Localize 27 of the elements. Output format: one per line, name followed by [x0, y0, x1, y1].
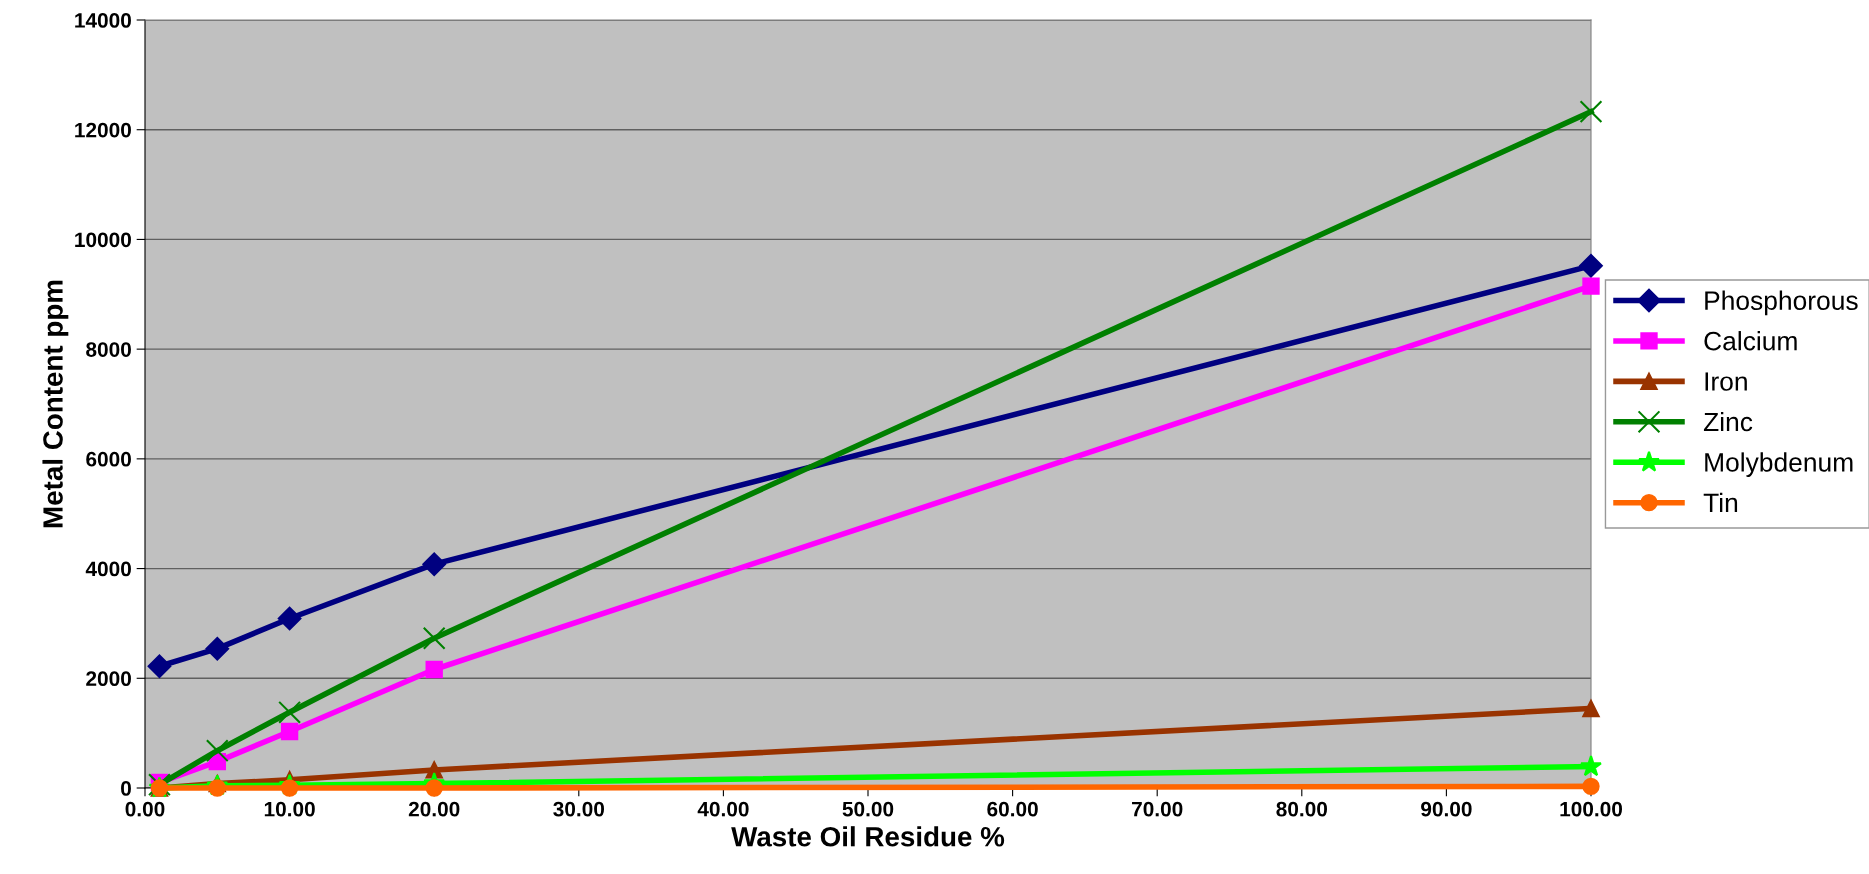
x-axis-title: Waste Oil Residue %	[731, 826, 1005, 847]
x-tick-label: 10.00	[264, 801, 315, 817]
y-tick-label: 0	[121, 781, 131, 796]
y-tick-label: 6000	[86, 451, 131, 467]
legend-label: Tin	[1703, 492, 1738, 512]
y-tick-label: 10000	[75, 232, 131, 248]
x-tick-label: 90.00	[1421, 801, 1472, 817]
x-tick-label: 0.00	[125, 801, 165, 817]
x-tick-label: 50.00	[842, 801, 894, 817]
legend-label: Zinc	[1703, 411, 1753, 432]
x-tick-label: 40.00	[697, 801, 749, 817]
x-tick-label: 60.00	[987, 801, 1038, 817]
x-tick-label: 20.00	[408, 801, 460, 817]
x-tick-label: 100.00	[1560, 801, 1623, 817]
y-tick-label: 8000	[86, 342, 131, 357]
y-tick-label: 14000	[75, 13, 131, 28]
y-tick-label: 4000	[85, 561, 131, 577]
legend-label: Iron	[1705, 372, 1747, 391]
y-axis-title: Metal Content ppm	[42, 280, 69, 528]
x-tick-label: 30.00	[553, 801, 605, 817]
y-tick-label: 2000	[86, 671, 131, 687]
x-tick-label: 70.00	[1132, 801, 1183, 817]
x-tick-label: 80.00	[1276, 801, 1328, 817]
legend-label: Molybdenum	[1705, 452, 1853, 477]
legend-label: Phosphorous	[1705, 290, 1858, 316]
legend-label: Calcium	[1704, 331, 1797, 351]
y-tick-label: 12000	[75, 122, 131, 138]
